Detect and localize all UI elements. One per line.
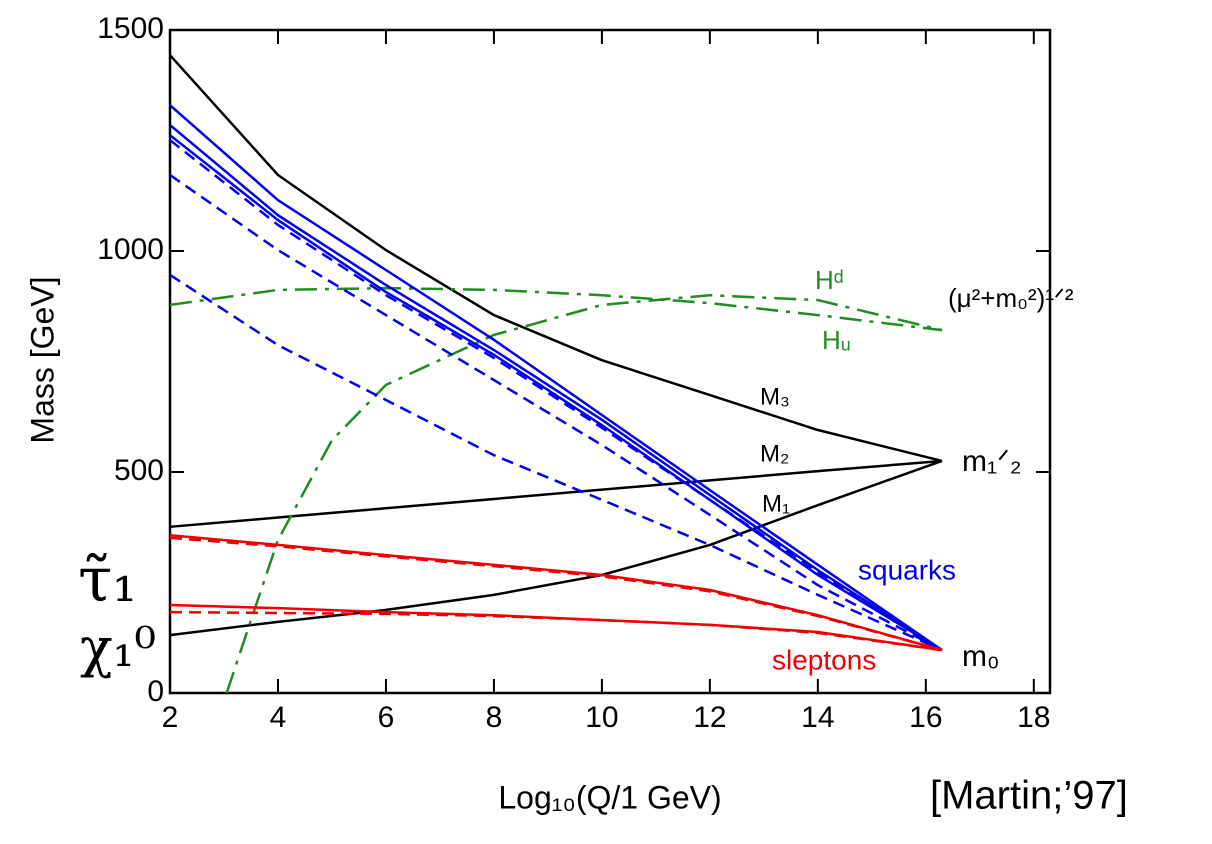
curve (169, 459, 943, 529)
plot-frame (168, 28, 1052, 695)
y-axis-label: Mass [GeV] (24, 276, 60, 443)
curve (169, 536, 943, 652)
curve (169, 273, 943, 652)
annotation: m₀ (962, 640, 999, 673)
x-axis-label: Log₁₀(Q/1 GeV) (498, 779, 721, 815)
annotation: (μ²+m₀²)¹ᐟ² (948, 283, 1074, 313)
annotation: M₃ (760, 383, 790, 410)
y-tick-label: 1000 (97, 233, 164, 266)
x-tick-label: 10 (585, 701, 618, 734)
curve (169, 459, 943, 637)
curve (169, 610, 943, 652)
x-tick-label: 18 (1017, 701, 1050, 734)
curve (169, 286, 943, 332)
annotation: sleptons (772, 644, 876, 675)
y-tick-label: 500 (114, 454, 164, 487)
curve (169, 173, 943, 652)
curve (169, 603, 943, 652)
x-tick-label: 4 (270, 701, 287, 734)
x-tick-label: 16 (909, 701, 942, 734)
curve (169, 134, 943, 652)
annotation: m₁ᐟ₂ (962, 445, 1021, 478)
annotation: [Martin;’97] (930, 774, 1128, 818)
curve (225, 293, 943, 694)
x-tick-label: 6 (378, 701, 395, 734)
curve (169, 104, 943, 652)
annotation: Hᵈ (815, 265, 844, 295)
x-tick-label: 14 (801, 701, 834, 734)
y-tick-label: 1500 (97, 12, 164, 45)
annotation: Hᵤ (822, 325, 851, 355)
annotation: squarks (858, 554, 956, 585)
annotation: M₁ (762, 490, 790, 517)
annotation: τ̃₁ (78, 543, 137, 616)
y-tick-label: 0 (147, 675, 164, 708)
curve (169, 139, 943, 652)
curve (169, 124, 943, 652)
x-tick-label: 8 (486, 701, 503, 734)
x-tick-label: 12 (693, 701, 726, 734)
annotation: M₂ (760, 440, 789, 467)
annotation: χ₁⁰ (80, 616, 156, 679)
x-tick-label: 2 (162, 701, 179, 734)
curve (169, 54, 943, 463)
